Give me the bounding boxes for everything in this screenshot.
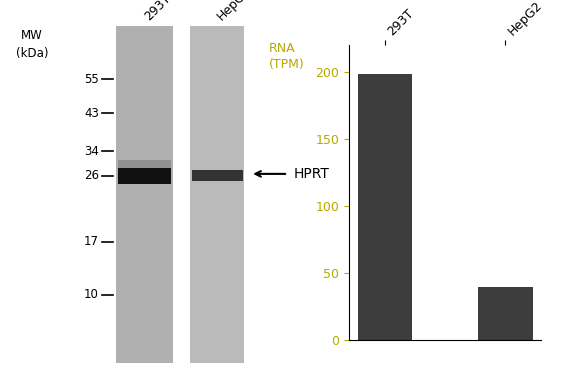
Bar xyxy=(118,160,171,168)
Text: 34: 34 xyxy=(84,145,99,158)
Text: 293T: 293T xyxy=(141,0,173,23)
Text: HepG2: HepG2 xyxy=(214,0,254,23)
Text: 10: 10 xyxy=(84,288,99,301)
Text: (kDa): (kDa) xyxy=(16,48,48,60)
Text: MW: MW xyxy=(21,29,43,42)
Bar xyxy=(478,287,533,340)
Bar xyxy=(358,73,412,340)
Text: 55: 55 xyxy=(84,73,99,86)
Bar xyxy=(116,26,173,363)
Text: 43: 43 xyxy=(84,107,99,120)
Text: HPRT: HPRT xyxy=(294,167,330,181)
Bar xyxy=(118,168,171,184)
Bar xyxy=(191,170,243,181)
Text: RNA
(TPM): RNA (TPM) xyxy=(268,42,304,71)
Text: 17: 17 xyxy=(84,235,99,248)
Bar xyxy=(190,26,244,363)
Text: 26: 26 xyxy=(84,169,99,182)
